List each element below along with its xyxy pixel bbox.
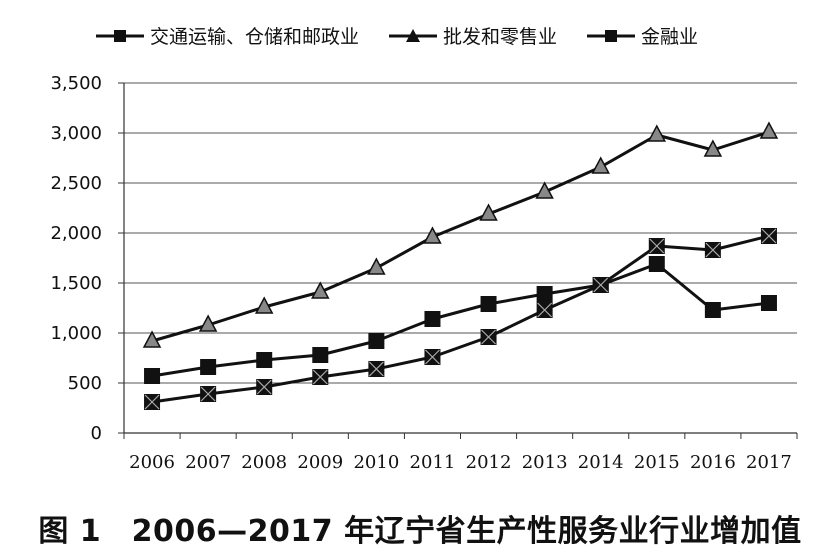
data-point: [142, 330, 162, 348]
data-point: [198, 314, 218, 332]
data-point: [647, 124, 667, 142]
data-point: [480, 329, 497, 345]
data-point: [424, 349, 441, 365]
data-point: [312, 347, 329, 363]
data-point: [144, 394, 161, 410]
x-tick-label: 2009: [297, 452, 343, 473]
data-point: [311, 281, 330, 299]
x-tick-label: 2012: [466, 452, 512, 473]
data-point-cross: [144, 394, 160, 410]
y-tick-labels: 0 500 1,000 1,500 2,000 2,500 3,000 3,500: [50, 73, 102, 444]
data-point: [256, 352, 273, 368]
data-point: [367, 257, 386, 275]
data-point: [424, 311, 441, 327]
data-point: [648, 256, 665, 272]
data-point: [536, 286, 553, 302]
y-tick-label: 3,000: [50, 123, 102, 144]
y-tick-label: 0: [91, 423, 102, 444]
y-tick-label: 2,000: [50, 223, 102, 244]
data-point: [759, 121, 779, 139]
series-2: [144, 228, 777, 410]
x-tick-label: 2015: [634, 452, 680, 473]
data-point-cross: [256, 379, 272, 395]
x-tick-label: 2013: [522, 452, 568, 473]
legend-label-finance: 金融业: [641, 26, 699, 48]
data-point-cross: [593, 277, 609, 293]
y-tick-label: 500: [68, 373, 102, 394]
data-point: [648, 238, 665, 254]
legend-item-wholesale: 批发和零售业: [389, 22, 557, 49]
data-point-cross: [761, 228, 777, 244]
data-point: [200, 386, 217, 402]
series-lines: [142, 121, 779, 410]
data-point: [480, 296, 497, 312]
data-point-cross: [537, 302, 553, 318]
legend-item-finance: 金融业: [587, 22, 698, 49]
legend-triangle-marker-icon: [389, 28, 438, 42]
data-point: [535, 181, 554, 199]
data-point-cross: [481, 329, 496, 345]
data-point: [591, 156, 610, 174]
data-point: [254, 296, 274, 314]
data-point: [256, 379, 273, 395]
data-point-cross: [649, 238, 665, 254]
x-tick-label: 2007: [185, 452, 231, 473]
legend: 交通运输、仓储和邮政业 批发和零售业 金融业: [96, 22, 698, 49]
legend-square-marker-icon: [587, 29, 636, 42]
series-line: [151, 234, 770, 404]
data-point: [200, 359, 217, 375]
data-point: [703, 139, 723, 157]
x-tick-label: 2006: [129, 452, 175, 473]
data-point-cross: [312, 369, 328, 385]
x-tick-label: 2008: [241, 452, 287, 473]
data-point: [144, 368, 161, 384]
data-point-cross: [425, 349, 440, 365]
y-tick-label: 2,500: [50, 173, 102, 194]
x-tick-label: 2016: [690, 452, 736, 473]
legend-label-transport: 交通运输、仓储和邮政业: [150, 26, 360, 48]
series-line: [151, 262, 770, 378]
y-tick-label: 1,500: [50, 273, 102, 294]
x-tick-label: 2017: [746, 452, 792, 473]
series-1: [142, 121, 779, 348]
x-tick-label: 2014: [578, 452, 624, 473]
x-tick-label: 2010: [353, 452, 399, 473]
data-point: [536, 302, 553, 318]
series-0: [144, 256, 777, 384]
data-point: [592, 277, 609, 293]
data-point-cross: [705, 242, 721, 258]
data-point: [760, 295, 777, 311]
data-point: [704, 242, 721, 258]
y-tick-label: 3,500: [50, 73, 102, 94]
data-point: [312, 369, 329, 385]
legend-square-marker-icon: [96, 29, 144, 42]
figure-caption: 图 1 2006—2017 年辽宁省生产性服务业行业增加值: [38, 514, 802, 549]
x-tick-label: 2011: [410, 452, 456, 473]
data-point: [423, 226, 442, 244]
data-point: [704, 302, 721, 318]
axes: [118, 82, 798, 439]
gridlines: [124, 82, 797, 384]
series-line: [151, 130, 770, 343]
legend-label-wholesale: 批发和零售业: [443, 26, 558, 48]
x-tick-labels: 2006 2007 2008 2009 2010 2011 2012 2013 2014 2015…: [129, 452, 792, 473]
data-point-cross: [200, 386, 216, 402]
y-tick-label: 1,000: [50, 323, 102, 344]
data-point: [368, 333, 385, 349]
data-point: [479, 203, 498, 221]
data-point: [760, 228, 777, 244]
legend-item-transport: 交通运输、仓储和邮政业: [96, 22, 359, 49]
data-point-cross: [368, 361, 384, 377]
data-point: [368, 361, 385, 377]
